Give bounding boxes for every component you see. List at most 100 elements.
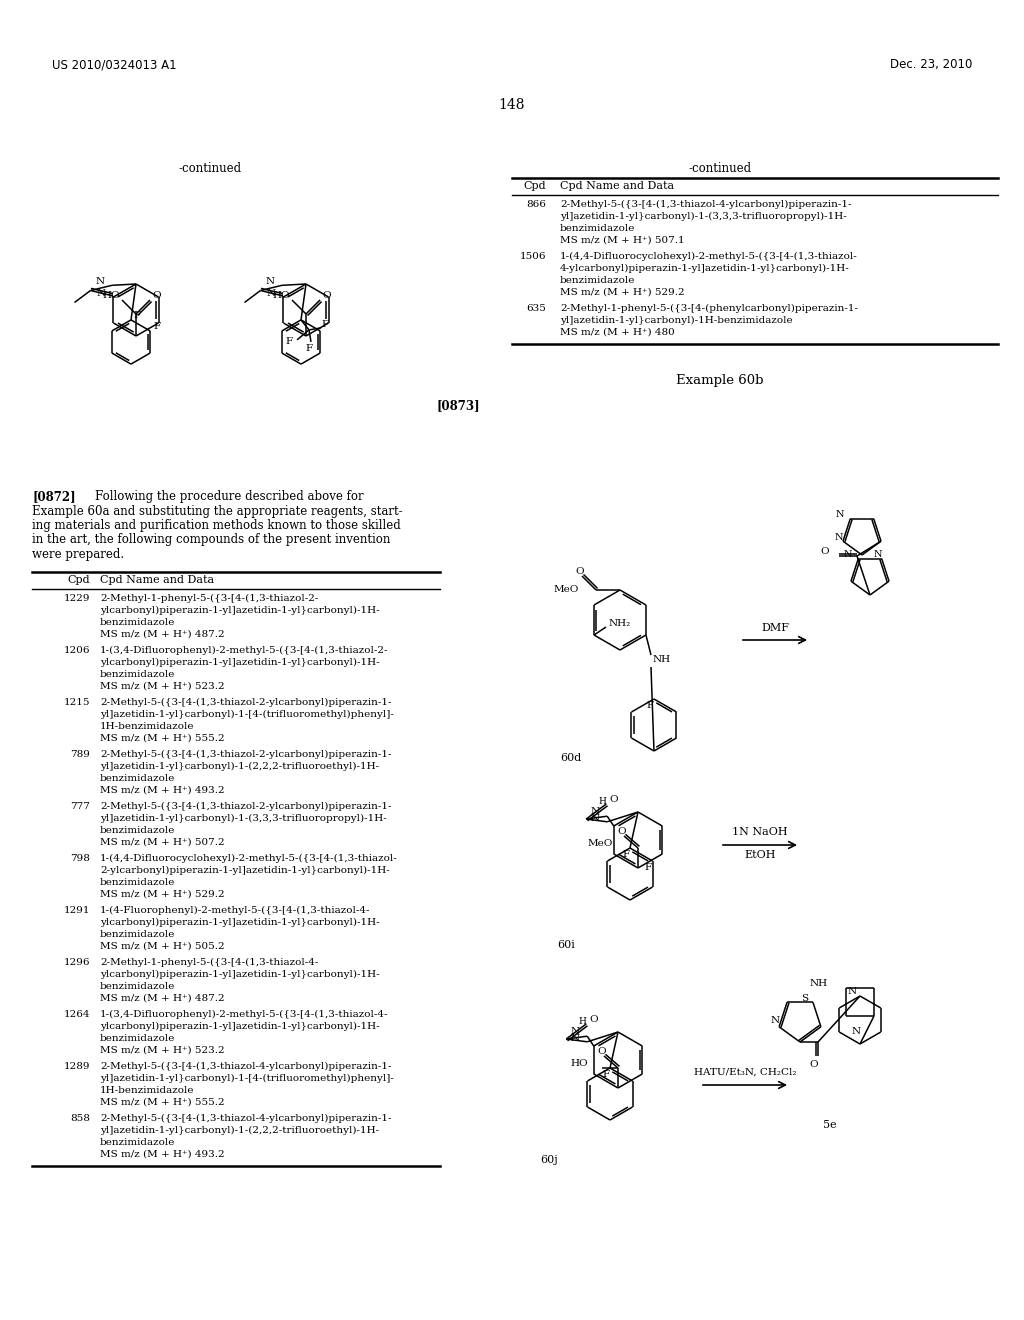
Text: H: H	[598, 797, 606, 805]
Text: F: F	[645, 863, 652, 873]
Text: Following the procedure described above for: Following the procedure described above …	[95, 490, 364, 503]
Text: O: O	[152, 292, 161, 301]
Text: ing materials and purification methods known to those skilled: ing materials and purification methods k…	[32, 519, 400, 532]
Text: 1229: 1229	[63, 594, 90, 603]
Text: benzimidazole: benzimidazole	[100, 878, 175, 887]
Text: 1H-benzimidazole: 1H-benzimidazole	[100, 722, 195, 731]
Text: O: O	[598, 1048, 606, 1056]
Text: F: F	[321, 321, 328, 330]
Text: N: N	[265, 277, 274, 286]
Text: MS m/z (M + H⁺) 507.2: MS m/z (M + H⁺) 507.2	[100, 838, 224, 847]
Text: O: O	[609, 795, 617, 804]
Text: N: N	[591, 807, 600, 816]
Text: NH: NH	[810, 978, 828, 987]
Text: 5e: 5e	[823, 1119, 837, 1130]
Text: S: S	[802, 994, 809, 1003]
Text: [0873]: [0873]	[436, 399, 479, 412]
Text: F: F	[154, 322, 161, 331]
Text: 1264: 1264	[63, 1010, 90, 1019]
Text: yl]azetidin-1-yl}carbonyl)-1-(2,2,2-trifluoroethyl)-1H-: yl]azetidin-1-yl}carbonyl)-1-(2,2,2-trif…	[100, 762, 379, 771]
Text: 777: 777	[70, 803, 90, 810]
Text: 60i: 60i	[557, 940, 574, 950]
Text: 148: 148	[499, 98, 525, 112]
Text: Cpd: Cpd	[523, 181, 546, 191]
Text: 1506: 1506	[519, 252, 546, 261]
Text: NH₂: NH₂	[608, 619, 630, 627]
Text: 1296: 1296	[63, 958, 90, 968]
Text: MeO: MeO	[588, 838, 613, 847]
Text: 4-ylcarbonyl)piperazin-1-yl]azetidin-1-yl}carbonyl)-1H-: 4-ylcarbonyl)piperazin-1-yl]azetidin-1-y…	[560, 264, 850, 273]
Text: MS m/z (M + H⁺) 493.2: MS m/z (M + H⁺) 493.2	[100, 1150, 224, 1159]
Text: N: N	[591, 814, 600, 824]
Text: MS m/z (M + H⁺) 555.2: MS m/z (M + H⁺) 555.2	[100, 1098, 224, 1107]
Text: Cpd Name and Data: Cpd Name and Data	[560, 181, 674, 191]
Text: 2-Methyl-5-({3-[4-(1,3-thiazol-2-ylcarbonyl)piperazin-1-: 2-Methyl-5-({3-[4-(1,3-thiazol-2-ylcarbo…	[100, 750, 391, 759]
Text: N: N	[836, 511, 845, 519]
Text: N: N	[97, 289, 106, 297]
Text: US 2010/0324013 A1: US 2010/0324013 A1	[52, 58, 176, 71]
Text: -continued: -continued	[688, 162, 752, 176]
Text: MS m/z (M + H⁺) 523.2: MS m/z (M + H⁺) 523.2	[100, 682, 224, 690]
Text: N: N	[770, 1016, 779, 1026]
Text: yl]azetidin-1-yl}carbonyl)-1-(2,2,2-trifluoroethyl)-1H-: yl]azetidin-1-yl}carbonyl)-1-(2,2,2-trif…	[100, 1126, 379, 1135]
Text: DMF: DMF	[761, 623, 790, 634]
Text: Cpd: Cpd	[68, 576, 90, 585]
Text: MS m/z (M + H⁺) 480: MS m/z (M + H⁺) 480	[560, 327, 675, 337]
Text: yl]azetidin-1-yl}carbonyl)-1-[4-(trifluoromethyl)phenyl]-: yl]azetidin-1-yl}carbonyl)-1-[4-(trifluo…	[100, 1074, 394, 1084]
Text: O: O	[589, 1015, 598, 1023]
Text: Cpd Name and Data: Cpd Name and Data	[100, 576, 214, 585]
Text: HO: HO	[272, 292, 290, 301]
Text: benzimidazole: benzimidazole	[100, 774, 175, 783]
Text: MS m/z (M + H⁺) 507.1: MS m/z (M + H⁺) 507.1	[560, 236, 685, 246]
Text: F: F	[286, 338, 293, 346]
Text: yl]azetidin-1-yl}carbonyl)-1-(3,3,3-trifluoropropyl)-1H-: yl]azetidin-1-yl}carbonyl)-1-(3,3,3-trif…	[560, 213, 847, 222]
Text: N: N	[873, 550, 882, 560]
Text: MS m/z (M + H⁺) 523.2: MS m/z (M + H⁺) 523.2	[100, 1045, 224, 1055]
Text: N: N	[844, 550, 853, 560]
Text: benzimidazole: benzimidazole	[100, 931, 175, 939]
Text: MS m/z (M + H⁺) 505.2: MS m/z (M + H⁺) 505.2	[100, 942, 224, 950]
Text: EtOH: EtOH	[744, 850, 776, 861]
Text: O: O	[820, 546, 829, 556]
Text: ylcarbonyl)piperazin-1-yl]azetidin-1-yl}carbonyl)-1H-: ylcarbonyl)piperazin-1-yl]azetidin-1-yl}…	[100, 917, 380, 927]
Text: yl]azetidin-1-yl}carbonyl)-1-(3,3,3-trifluoropropyl)-1H-: yl]azetidin-1-yl}carbonyl)-1-(3,3,3-trif…	[100, 814, 387, 824]
Text: 1-(4,4-Difluorocyclohexyl)-2-methyl-5-({3-[4-(1,3-thiazol-: 1-(4,4-Difluorocyclohexyl)-2-methyl-5-({…	[560, 252, 858, 261]
Text: F: F	[602, 1071, 609, 1078]
Text: benzimidazole: benzimidazole	[100, 1138, 175, 1147]
Text: F: F	[646, 701, 653, 710]
Text: 2-Methyl-5-({3-[4-(1,3-thiazol-2-ylcarbonyl)piperazin-1-: 2-Methyl-5-({3-[4-(1,3-thiazol-2-ylcarbo…	[100, 698, 391, 708]
Text: N: N	[95, 277, 104, 286]
Text: 2-Methyl-5-({3-[4-(1,3-thiazol-4-ylcarbonyl)piperazin-1-: 2-Methyl-5-({3-[4-(1,3-thiazol-4-ylcarbo…	[560, 201, 852, 209]
Text: 1289: 1289	[63, 1063, 90, 1071]
Text: NH: NH	[653, 655, 671, 664]
Text: 1291: 1291	[63, 906, 90, 915]
Text: 1215: 1215	[63, 698, 90, 708]
Text: in the art, the following compounds of the present invention: in the art, the following compounds of t…	[32, 533, 390, 546]
Text: ylcarbonyl)piperazin-1-yl]azetidin-1-yl}carbonyl)-1H-: ylcarbonyl)piperazin-1-yl]azetidin-1-yl}…	[100, 606, 380, 615]
Text: yl]azetidin-1-yl}carbonyl)-1-[4-(trifluoromethyl)phenyl]-: yl]azetidin-1-yl}carbonyl)-1-[4-(trifluo…	[100, 710, 394, 719]
Text: 866: 866	[526, 201, 546, 209]
Text: 60d: 60d	[560, 752, 582, 763]
Text: benzimidazole: benzimidazole	[100, 982, 175, 991]
Text: benzimidazole: benzimidazole	[100, 826, 175, 836]
Text: 1-(3,4-Difluorophenyl)-2-methyl-5-({3-[4-(1,3-thiazol-4-: 1-(3,4-Difluorophenyl)-2-methyl-5-({3-[4…	[100, 1010, 388, 1019]
Text: O: O	[810, 1060, 818, 1069]
Text: benzimidazole: benzimidazole	[100, 1034, 175, 1043]
Text: N: N	[267, 289, 276, 297]
Text: benzimidazole: benzimidazole	[560, 224, 635, 234]
Text: 2-Methyl-5-({3-[4-(1,3-thiazol-2-ylcarbonyl)piperazin-1-: 2-Methyl-5-({3-[4-(1,3-thiazol-2-ylcarbo…	[100, 803, 391, 810]
Text: O: O	[617, 828, 627, 837]
Text: ylcarbonyl)piperazin-1-yl]azetidin-1-yl}carbonyl)-1H-: ylcarbonyl)piperazin-1-yl]azetidin-1-yl}…	[100, 657, 380, 667]
Text: 2-Methyl-5-({3-[4-(1,3-thiazol-4-ylcarbonyl)piperazin-1-: 2-Methyl-5-({3-[4-(1,3-thiazol-4-ylcarbo…	[100, 1114, 391, 1123]
Text: N: N	[570, 1035, 580, 1043]
Text: MS m/z (M + H⁺) 487.2: MS m/z (M + H⁺) 487.2	[100, 994, 224, 1003]
Text: 858: 858	[70, 1114, 90, 1123]
Text: MS m/z (M + H⁺) 529.2: MS m/z (M + H⁺) 529.2	[100, 890, 224, 899]
Text: 798: 798	[70, 854, 90, 863]
Text: Example 60a and substituting the appropriate reagents, start-: Example 60a and substituting the appropr…	[32, 504, 402, 517]
Text: [0872]: [0872]	[32, 490, 76, 503]
Text: 1H-benzimidazole: 1H-benzimidazole	[100, 1086, 195, 1096]
Text: H: H	[579, 1016, 586, 1026]
Text: MS m/z (M + H⁺) 555.2: MS m/z (M + H⁺) 555.2	[100, 734, 224, 743]
Text: O: O	[322, 292, 331, 301]
